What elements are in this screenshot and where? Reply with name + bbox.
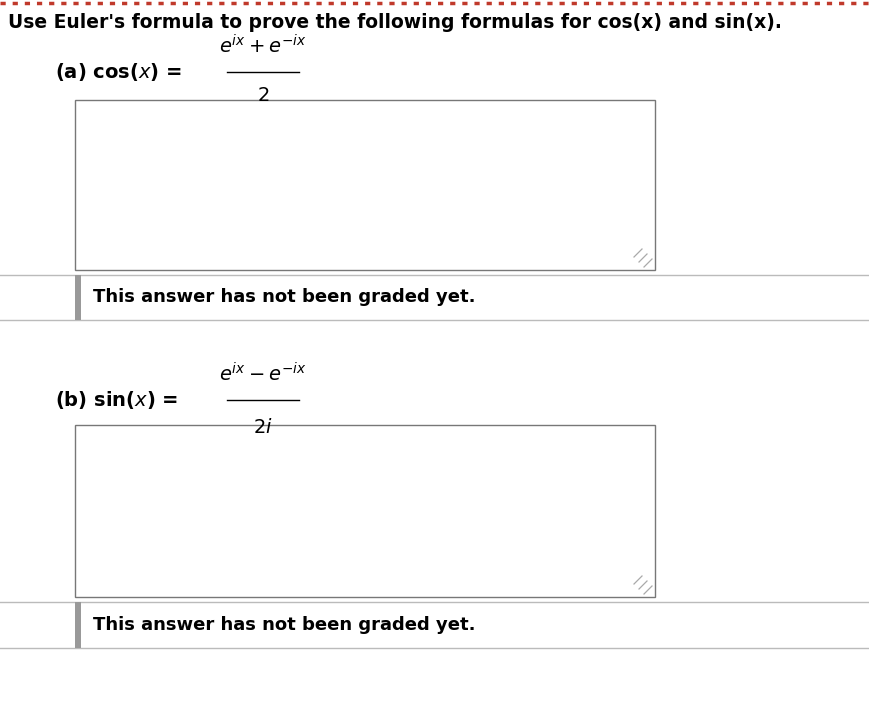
Bar (75, 602, 81, 648)
Text: This answer has not been graded yet.: This answer has not been graded yet. (93, 616, 475, 634)
Bar (75, 100, 654, 270)
Text: $e^{ix} + e^{-ix}$: $e^{ix} + e^{-ix}$ (219, 35, 307, 58)
Bar (0, 602, 869, 648)
Text: $e^{ix} - e^{-ix}$: $e^{ix} - e^{-ix}$ (219, 363, 307, 386)
Bar (0, 275, 869, 320)
Text: (a) cos($x$) =: (a) cos($x$) = (55, 61, 182, 83)
Bar (75, 425, 654, 597)
Text: This answer has not been graded yet.: This answer has not been graded yet. (93, 288, 475, 306)
Text: $2i$: $2i$ (253, 418, 273, 437)
Text: (b) sin($x$) =: (b) sin($x$) = (55, 389, 178, 411)
Text: Use Euler's formula to prove the following formulas for cos(x) and sin(x).: Use Euler's formula to prove the followi… (8, 12, 781, 31)
Bar (75, 275, 81, 320)
Text: $2$: $2$ (256, 86, 269, 105)
